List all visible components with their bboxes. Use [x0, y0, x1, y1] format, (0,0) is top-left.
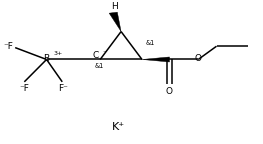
Text: O: O — [195, 54, 202, 63]
Text: ⁻: ⁻ — [103, 49, 107, 58]
Text: &1: &1 — [94, 63, 103, 69]
Text: 3+: 3+ — [53, 51, 62, 56]
Text: H: H — [111, 2, 118, 11]
Text: C: C — [93, 51, 99, 60]
Text: K⁺: K⁺ — [112, 122, 125, 132]
Text: F⁻: F⁻ — [58, 84, 68, 93]
Text: ⁻F: ⁻F — [3, 42, 13, 51]
Polygon shape — [142, 57, 169, 62]
Polygon shape — [109, 12, 121, 32]
Text: &1: &1 — [146, 40, 155, 46]
Text: O: O — [166, 87, 173, 96]
Text: ⁻F: ⁻F — [19, 84, 29, 93]
Text: B: B — [43, 54, 50, 63]
